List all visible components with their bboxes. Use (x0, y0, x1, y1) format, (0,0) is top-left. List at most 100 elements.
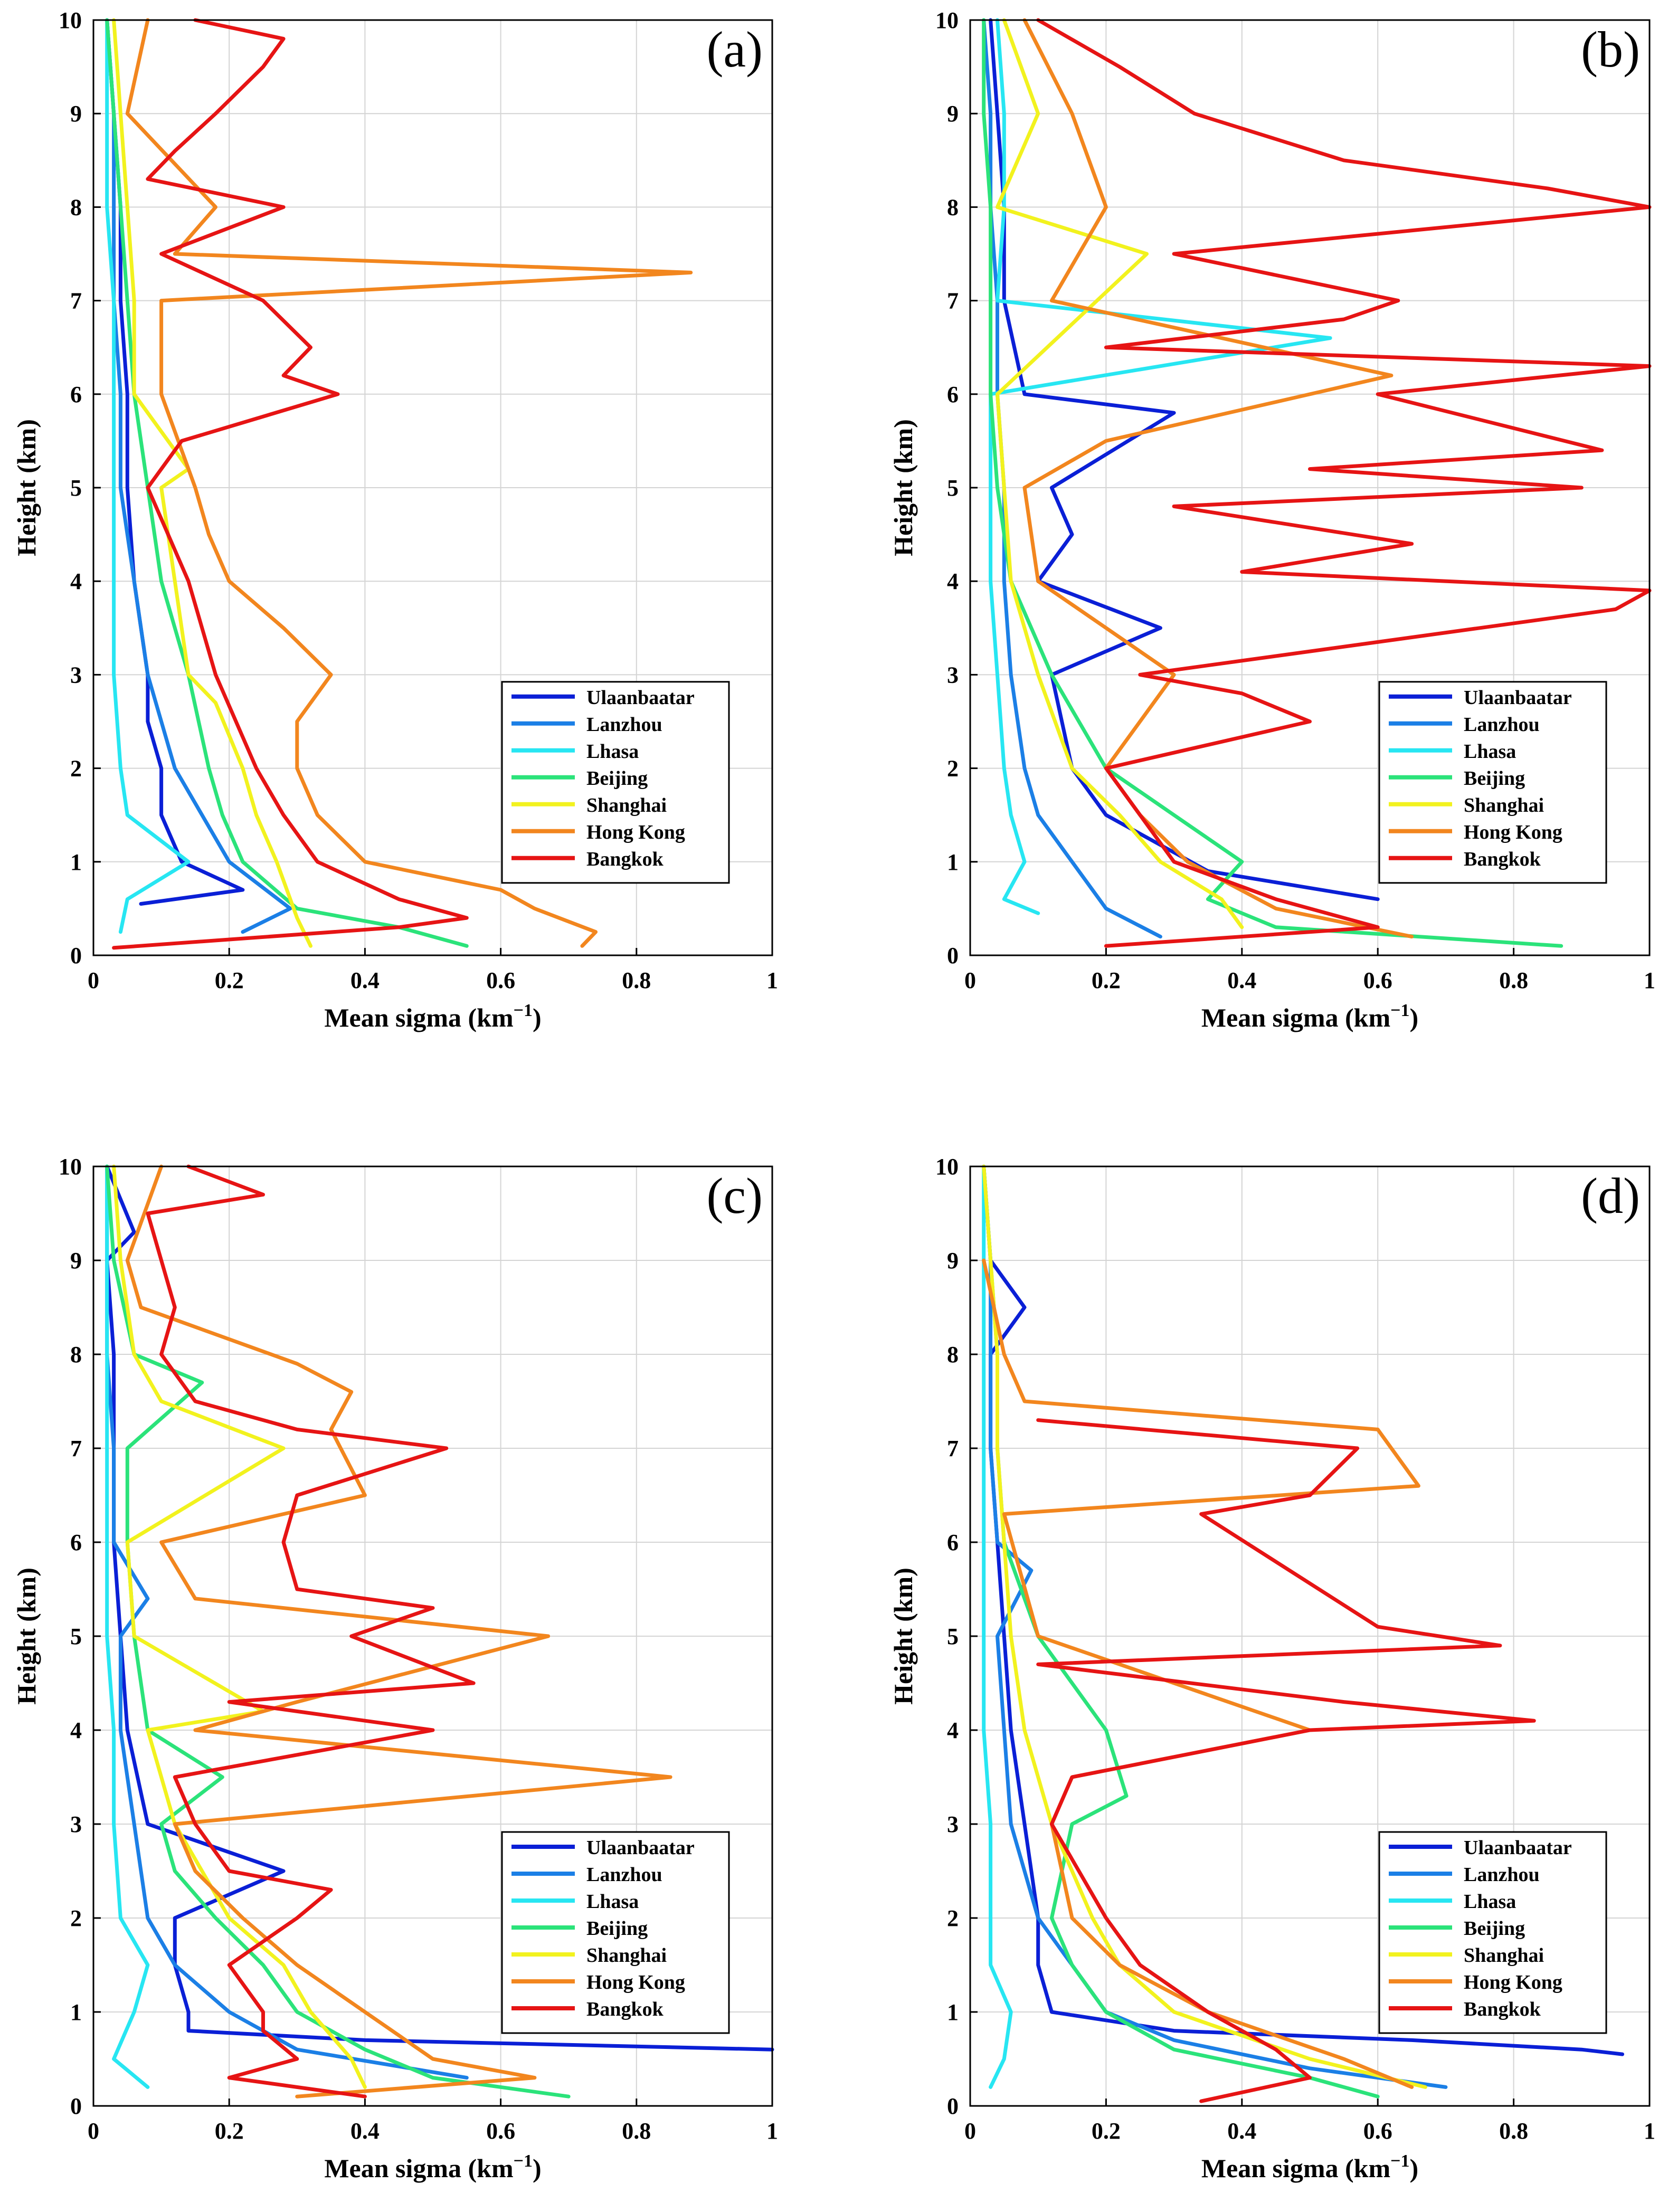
series-line-bangkok (146, 1164, 476, 2099)
y-axis-label: Height (km) (888, 1568, 918, 1705)
legend: Ulaanbaatar Lanzhou Lhasa Beijing Shanghai Ho… (1378, 681, 1607, 884)
panel-label: (d) (1581, 1167, 1640, 1224)
x-tick-label: 1 (1644, 2118, 1655, 2144)
y-tick-label: 2 (70, 756, 82, 782)
x-tick-label: 0.8 (1499, 2118, 1528, 2144)
legend-label: Ulaanbaatar (586, 687, 695, 709)
legend-label: Ulaanbaatar (1464, 687, 1572, 709)
legend-label: Hong Kong (586, 821, 685, 843)
legend-box (501, 1831, 730, 2034)
y-axis-label: Height (km) (12, 1568, 41, 1705)
series-line-ulaanbaatar (105, 1164, 774, 2052)
y-tick-label: 2 (947, 756, 959, 782)
x-tick-label: 0 (964, 967, 976, 993)
series-line-ulaanbaatar (982, 1164, 1624, 2056)
x-axis-label: Mean sigma (km−1) (324, 1001, 541, 1032)
series-line-lanzhou (982, 1164, 1448, 2089)
legend-label: Beijing (1464, 1917, 1525, 1940)
x-tick-label: 0.8 (622, 967, 651, 993)
y-tick-label: 4 (70, 1717, 82, 1743)
series-line-shanghai (112, 1164, 367, 2089)
x-tick-label: 0.6 (1363, 967, 1392, 993)
x-tick-label: 0.4 (350, 967, 380, 993)
series-line-hong-kong (125, 1164, 672, 2099)
series-line-bangkok (112, 18, 469, 950)
x-tick-label: 0.4 (1227, 2118, 1256, 2144)
y-tick-label: 10 (935, 1154, 959, 1180)
x-tick-label: 0.6 (1363, 2118, 1392, 2144)
series-line-lhasa (105, 18, 191, 934)
y-tick-label: 5 (947, 1624, 959, 1649)
y-tick-label: 1 (947, 849, 959, 875)
x-tick-label: 0.2 (1092, 2118, 1121, 2144)
x-tick-label: 0.6 (486, 967, 515, 993)
y-tick-label: 9 (947, 101, 959, 127)
y-tick-label: 6 (947, 382, 959, 407)
y-tick-label: 5 (947, 475, 959, 501)
legend-label: Hong Kong (586, 1971, 685, 1993)
y-tick-label: 1 (947, 1999, 959, 2025)
y-tick-label: 10 (935, 7, 959, 33)
y-tick-label: 5 (70, 1624, 82, 1649)
legend-label: Ulaanbaatar (1464, 1837, 1572, 1859)
y-tick-label: 8 (947, 194, 959, 220)
x-tick-label: 0.2 (215, 967, 244, 993)
y-tick-label: 2 (947, 1905, 959, 1931)
series-line-shanghai (982, 1164, 1427, 2089)
series-line-shanghai (112, 18, 312, 948)
y-tick-label: 4 (947, 568, 959, 594)
legend: Ulaanbaatar Lanzhou Lhasa Beijing Shanghai Ho… (501, 1831, 730, 2034)
legend-label: Lhasa (1464, 1891, 1516, 1913)
y-axis-label: Height (km) (888, 419, 918, 556)
x-tick-label: 1 (766, 967, 778, 993)
x-tick-label: 0.2 (1092, 967, 1121, 993)
legend-label: Bangkok (1464, 1998, 1541, 2020)
y-tick-label: 7 (947, 1436, 959, 1461)
legend-label: Bangkok (586, 1998, 664, 2020)
panel-label: (c) (706, 1167, 763, 1224)
x-tick-label: 0.6 (486, 2118, 515, 2144)
x-tick-label: 1 (766, 2118, 778, 2144)
legend-label: Hong Kong (1464, 1971, 1562, 1993)
legend: Ulaanbaatar Lanzhou Lhasa Beijing Shanghai Ho… (501, 681, 730, 884)
y-tick-label: 0 (947, 943, 959, 969)
series-line-hong-kong (982, 1258, 1420, 2089)
legend: Ulaanbaatar Lanzhou Lhasa Beijing Shanghai Ho… (1378, 1831, 1607, 2034)
x-tick-label: 0.4 (1227, 967, 1256, 993)
y-tick-label: 8 (70, 194, 82, 220)
y-tick-label: 0 (70, 943, 82, 969)
x-tick-label: 0 (88, 967, 99, 993)
legend-box (1378, 1831, 1607, 2034)
y-tick-label: 6 (70, 1530, 82, 1555)
y-tick-label: 4 (947, 1717, 959, 1743)
y-tick-label: 9 (947, 1248, 959, 1274)
legend-label: Lhasa (1464, 741, 1516, 763)
series-line-ulaanbaatar (989, 18, 1380, 901)
legend-label: Lhasa (586, 741, 639, 763)
series-line-lhasa (982, 1164, 1013, 2089)
legend-box (1378, 681, 1607, 884)
series-line-lhasa (105, 1164, 150, 2089)
legend-label: Lanzhou (586, 714, 662, 736)
y-tick-label: 3 (947, 662, 959, 688)
legend-label: Bangkok (586, 848, 664, 870)
series-line-shanghai (996, 18, 1244, 929)
y-tick-label: 6 (947, 1530, 959, 1555)
series-line-lanzhou (105, 18, 292, 934)
legend-label: Beijing (586, 1917, 648, 1940)
x-axis-label: Mean sigma (km−1) (1201, 2151, 1418, 2183)
legend-label: Shanghai (586, 1944, 667, 1967)
y-tick-label: 0 (70, 2093, 82, 2119)
y-tick-label: 8 (70, 1342, 82, 1368)
y-axis-label: Height (km) (12, 419, 41, 556)
x-tick-label: 0 (964, 2118, 976, 2144)
y-tick-label: 5 (70, 475, 82, 501)
legend-label: Beijing (586, 767, 648, 790)
x-tick-label: 1 (1644, 967, 1655, 993)
y-tick-label: 1 (70, 1999, 82, 2025)
x-tick-label: 0.2 (215, 2118, 244, 2144)
